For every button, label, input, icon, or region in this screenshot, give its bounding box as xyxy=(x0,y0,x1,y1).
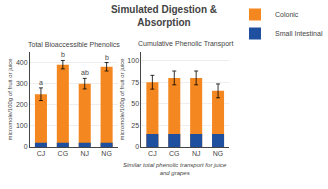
svg-text:400: 400 xyxy=(16,59,28,66)
svg-text:ab: ab xyxy=(81,69,89,76)
svg-text:NJ: NJ xyxy=(192,150,201,157)
svg-text:b: b xyxy=(105,54,109,61)
svg-text:NG: NG xyxy=(213,150,224,157)
svg-text:100: 100 xyxy=(127,57,139,64)
svg-text:CJ: CJ xyxy=(37,150,46,157)
svg-text:300: 300 xyxy=(16,80,28,87)
svg-text:25: 25 xyxy=(131,122,139,129)
svg-text:Total Bioaccessible Phenolics: Total Bioaccessible Phenolics xyxy=(28,41,120,48)
svg-text:Colonic: Colonic xyxy=(275,11,299,18)
svg-text:0: 0 xyxy=(24,143,28,150)
svg-text:CJ: CJ xyxy=(148,150,157,157)
svg-text:micromole/100g of fruit or jui: micromole/100g of fruit or juice xyxy=(7,58,13,141)
svg-text:NG: NG xyxy=(101,150,112,157)
svg-text:0: 0 xyxy=(135,143,139,150)
svg-text:75: 75 xyxy=(131,79,139,86)
svg-text:CG: CG xyxy=(169,150,180,157)
svg-text:Similar total phenolic transpo: Similar total phenolic transport for jui… xyxy=(123,162,227,176)
svg-text:b: b xyxy=(61,51,65,58)
svg-text:200: 200 xyxy=(16,101,28,108)
svg-text:CG: CG xyxy=(58,150,68,157)
svg-text:50: 50 xyxy=(131,100,139,107)
svg-text:Small Intestinal: Small Intestinal xyxy=(275,30,323,37)
svg-text:Cumulative Phenolic Transport: Cumulative Phenolic Transport xyxy=(138,40,233,48)
svg-text:micromole/100g of fruit or jui: micromole/100g of fruit or juice xyxy=(119,58,125,141)
svg-text:a: a xyxy=(39,79,43,86)
svg-text:Simulated Digestion &Absorptio: Simulated Digestion &Absorption xyxy=(111,4,217,28)
svg-text:100: 100 xyxy=(16,122,28,129)
svg-text:NJ: NJ xyxy=(80,150,89,157)
